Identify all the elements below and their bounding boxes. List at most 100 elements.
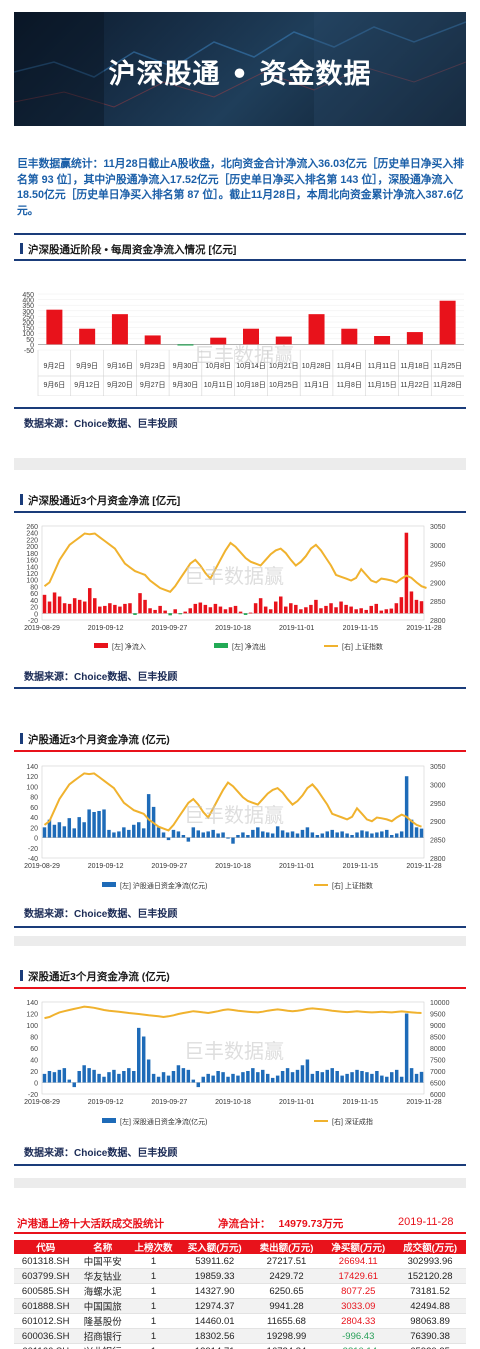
table-cell: 1 (128, 1313, 179, 1329)
bar (320, 833, 325, 838)
section-divider (14, 511, 466, 513)
bar (196, 1082, 201, 1088)
bar (206, 1073, 210, 1083)
watermark-text: 巨丰数据赢 (184, 804, 284, 827)
column-header: 净买额(万元) (322, 1240, 395, 1254)
bar (335, 1071, 339, 1083)
y-left-tick-label: 140 (26, 564, 38, 571)
y-left-tick-label: -20 (28, 618, 38, 625)
title-marker (20, 243, 23, 254)
bar (345, 1073, 349, 1083)
table-cell: 53911.62 (178, 1254, 251, 1269)
bar (137, 1027, 141, 1083)
table-cell: 3033.09 (322, 1298, 395, 1314)
bar (82, 601, 87, 614)
bar (419, 601, 424, 614)
table-cell: 招商银行 (77, 1328, 129, 1344)
bar (360, 1071, 364, 1083)
table-cell: 19298.99 (250, 1328, 323, 1344)
bar (42, 594, 47, 614)
bar (123, 603, 127, 614)
x-tick-label: 9月12日 (74, 381, 100, 389)
bar (57, 822, 62, 838)
table-row: 601012.SH 隆基股份 1 14460.01 11655.68 2804.33 980… (14, 1313, 466, 1329)
table-cell: 16724.84 (250, 1343, 323, 1349)
x-tick-label: 10月18日 (236, 381, 266, 389)
bar (364, 609, 368, 614)
bar (161, 1072, 166, 1083)
bar (375, 1071, 379, 1083)
bar (171, 829, 176, 838)
x-tick-label: 11月25日 (433, 362, 462, 370)
bar (178, 613, 182, 615)
bar (246, 1071, 250, 1083)
y-left-tick-label: -40 (28, 856, 38, 863)
bar (380, 1075, 384, 1083)
bar (186, 1069, 191, 1083)
y-right-tick-label: 2950 (430, 801, 446, 808)
bar (166, 837, 171, 841)
y-tick-label: 350 (22, 303, 34, 310)
x-tick-label: 2019-08-29 (24, 863, 60, 870)
bar (359, 608, 363, 614)
bar (253, 603, 258, 614)
x-tick-label: 9月27日 (140, 381, 166, 389)
table-cell: 中国国旅 (77, 1298, 129, 1314)
bar (176, 831, 181, 838)
x-tick-label: 2019-10-18 (215, 1099, 251, 1106)
x-tick-label: 2019-11-15 (343, 625, 378, 632)
table-cell: 2804.33 (322, 1313, 395, 1329)
bar (77, 817, 81, 838)
bar (161, 832, 166, 838)
bar (186, 837, 191, 842)
bar (380, 831, 384, 838)
section-divider (14, 1164, 466, 1166)
bar (340, 831, 344, 838)
y-right-tick-label: 8000 (430, 1046, 446, 1053)
bar (198, 602, 203, 614)
bar (67, 818, 72, 838)
x-tick-label: 2019-11-28 (406, 1099, 441, 1106)
y-left-tick-label: 100 (26, 578, 38, 585)
y-tick-label: 300 (22, 309, 34, 316)
bar (309, 604, 313, 614)
bar (319, 608, 323, 614)
bar (113, 604, 117, 614)
hgt-chart-source: 数据来源：Choice数据、巨丰投顾 (24, 909, 178, 920)
sgt-3month-chart: 140 120 100 80 60 40 20 0 -20 10000 9500 9000 8500 80… (24, 1000, 449, 1126)
x-tick-label: 9月30日 (173, 381, 199, 389)
section-gap (14, 458, 466, 470)
bar (153, 609, 157, 614)
section-gap (14, 1178, 466, 1188)
table-cell: 14327.90 (178, 1283, 251, 1299)
legend-label: [左] 沪股通日资金净流(亿元) (120, 881, 208, 890)
x-tick-label: 9月9日 (76, 362, 98, 370)
bar (97, 810, 101, 838)
bar (42, 827, 47, 838)
table-cell: 1 (128, 1298, 179, 1314)
bar (369, 605, 373, 614)
x-tick-label: 2019-09-12 (88, 1099, 124, 1106)
table-title: 沪港通上榜十大活跃成交股统计 (17, 1218, 164, 1230)
bar (196, 830, 201, 838)
bar (236, 1075, 240, 1083)
table-total-label: 净流合计： (218, 1218, 271, 1230)
bar (210, 337, 227, 345)
bar (350, 1072, 354, 1083)
y-left-tick-label: 60 (30, 1046, 38, 1053)
bar (278, 596, 283, 614)
table-cell: 18302.56 (178, 1328, 251, 1344)
bar (324, 605, 328, 614)
legend-swatch (214, 643, 228, 648)
y-left-tick-label: 40 (30, 815, 38, 822)
bar (47, 1071, 52, 1083)
sgt-chart-source: 数据来源：Choice数据、巨丰投顾 (24, 1148, 178, 1159)
y-left-tick-label: 0 (34, 1081, 38, 1088)
bar (284, 606, 288, 614)
bar (226, 1076, 230, 1083)
bar (280, 1071, 285, 1083)
bar (92, 1069, 96, 1083)
bar (133, 613, 137, 615)
bar (128, 603, 132, 614)
y-left-tick-label: 120 (26, 571, 38, 578)
